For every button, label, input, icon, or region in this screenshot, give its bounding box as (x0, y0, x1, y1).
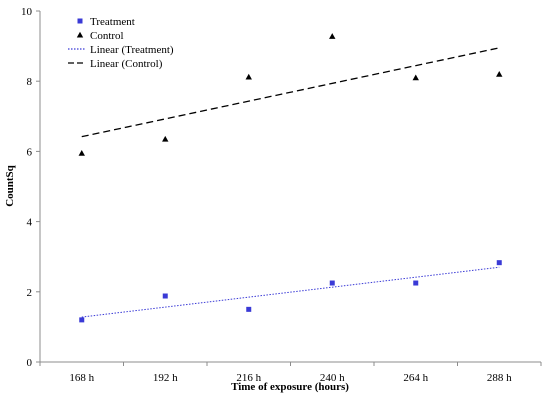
x-tick-label: 216 h (236, 372, 261, 384)
y-tick-label: 4 (27, 217, 33, 229)
x-axis-title: Time of exposure (hours) (231, 381, 349, 393)
y-tick-label: 2 (27, 287, 33, 299)
y-tick-label: 6 (27, 146, 33, 158)
legend-treatment-marker (77, 18, 83, 24)
y-tick-label: 10 (21, 6, 33, 18)
x-tick-label: 288 h (487, 372, 512, 384)
x-tick-label: 240 h (320, 372, 345, 384)
data-points (78, 33, 503, 323)
control-point (162, 135, 169, 142)
treatment-point (496, 260, 502, 266)
legend-trendline-label: Linear (Control) (90, 58, 163, 70)
y-tick-label: 8 (27, 76, 33, 88)
x-tick-label: 192 h (153, 372, 178, 384)
treatment-point (162, 293, 168, 299)
legend-treatment-label: Treatment (90, 16, 135, 28)
trendlines (81, 47, 500, 318)
control-point (245, 73, 252, 80)
legend-control-marker (76, 31, 84, 38)
control-point (329, 33, 336, 39)
x-tick-label: 264 h (403, 372, 428, 384)
legend-control-label: Control (90, 30, 124, 42)
control-point (78, 149, 85, 156)
legend: Treatment Control Linear (Treatment) Linear… (68, 16, 174, 70)
x-tick-label: 168 h (69, 372, 94, 384)
legend-trendline-label: Linear (Treatment) (90, 44, 174, 56)
y-axis-title: CountSq (4, 164, 16, 206)
treatment-point (413, 280, 419, 286)
treatment-point (246, 306, 252, 312)
y-tick-label: 0 (27, 357, 33, 369)
control-point (496, 70, 503, 77)
axes: 0 2 4 6 8 10 168 h 192 h 216 h 240 h 264 h 288 h (21, 6, 542, 384)
control-point (412, 74, 419, 81)
trendline-linear-control (81, 47, 500, 138)
treatment-point (329, 280, 335, 286)
trendline-linear-treatment (81, 266, 500, 318)
treatment-point (79, 317, 85, 323)
